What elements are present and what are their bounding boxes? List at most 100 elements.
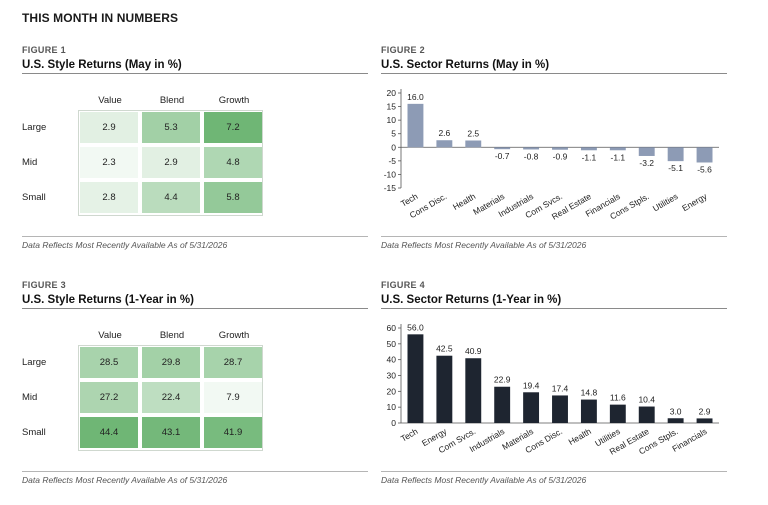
figure-4-panel: FIGURE 4 U.S. Sector Returns (1-Year in … [381, 280, 727, 485]
data-label: 2.5 [467, 129, 479, 139]
data-label: 2.9 [699, 406, 711, 416]
figure-4-label: FIGURE 4 [381, 280, 425, 290]
data-label: 3.0 [670, 406, 682, 416]
bar-cons-stpls [638, 147, 655, 156]
data-label: 10.4 [638, 395, 655, 405]
data-label: -5.6 [697, 164, 712, 174]
column-header-blend: Blend [159, 330, 185, 341]
row-header-mid: Mid [22, 157, 38, 168]
heatmap-cell: 28.5 [79, 346, 139, 379]
y-tick-label: 60 [387, 323, 397, 333]
column-header-value: Value [98, 95, 122, 106]
data-label: 40.9 [465, 346, 482, 356]
bar-real-estate [580, 147, 597, 151]
category-label: Health [567, 426, 594, 447]
heatmap-cell: 27.2 [79, 381, 139, 414]
y-tick-label: 10 [387, 115, 397, 125]
bar-utilities [609, 404, 626, 423]
heatmap-cell: 28.7 [203, 346, 263, 379]
bar-cons-stpls [667, 418, 684, 423]
figure-4-title: U.S. Sector Returns (1-Year in %) [381, 294, 727, 309]
category-label: Utilities [651, 191, 680, 213]
figure-2-title: U.S. Sector Returns (May in %) [381, 59, 727, 74]
data-label: 2.6 [438, 128, 450, 138]
y-tick-label: 30 [387, 371, 397, 381]
row-header-mid: Mid [22, 392, 38, 403]
heatmap-cell: 44.4 [79, 416, 139, 449]
data-label: 19.4 [523, 380, 540, 390]
column-header-value: Value [98, 330, 122, 341]
heatmap-cell: 2.9 [79, 111, 139, 144]
heatmap-cell: 7.9 [203, 381, 263, 414]
bar-cons-disc [436, 140, 453, 148]
data-label: -1.1 [610, 152, 625, 162]
data-label: 22.9 [494, 375, 511, 385]
heatmap-cell: 4.4 [141, 181, 201, 214]
figure-4-footnote: Data Reflects Most Recently Available As… [381, 471, 727, 485]
data-label: 42.5 [436, 344, 453, 354]
data-label: -3.2 [639, 158, 654, 168]
row-header-small: Small [22, 192, 46, 203]
data-label: -5.1 [668, 163, 683, 173]
row-header-large: Large [22, 122, 47, 133]
heatmap-cell: 5.3 [141, 111, 201, 144]
y-tick-label: 0 [391, 418, 396, 428]
y-tick-label: -15 [384, 183, 397, 193]
heatmap-cell: 7.2 [203, 111, 263, 144]
figure-2-label: FIGURE 2 [381, 45, 425, 55]
y-tick-label: 0 [391, 142, 396, 152]
bar-financials [609, 147, 626, 151]
bar-com-svcs [465, 358, 482, 423]
bar-utilities [667, 147, 684, 162]
bar-real-estate [638, 406, 655, 423]
data-label: -0.8 [524, 151, 539, 161]
heatmap-cell: 29.8 [141, 346, 201, 379]
bar-industrials [494, 386, 511, 423]
bar-materials [523, 392, 540, 423]
data-label: 11.6 [610, 393, 626, 403]
data-label: 56.0 [407, 322, 424, 332]
heatmap-cell: 2.3 [79, 146, 139, 179]
figure-3-panel: FIGURE 3 U.S. Style Returns (1-Year in %… [22, 280, 368, 485]
figure-2-panel: FIGURE 2 U.S. Sector Returns (May in %) … [381, 45, 727, 250]
bar-energy [696, 147, 713, 163]
heatmap-frame [78, 110, 263, 216]
bar-cons-disc [552, 395, 568, 423]
figure-1-label: FIGURE 1 [22, 45, 66, 55]
column-header-growth: Growth [218, 330, 250, 341]
bar-industrials [523, 147, 540, 150]
page-title: THIS MONTH IN NUMBERS [22, 11, 179, 25]
y-tick-label: 50 [387, 339, 397, 349]
heatmap-cell: 43.1 [141, 416, 201, 449]
y-tick-label: 40 [387, 355, 397, 365]
bar-health [580, 399, 597, 423]
y-tick-label: -5 [388, 156, 396, 166]
y-tick-label: 10 [387, 402, 397, 412]
data-label: 16.0 [407, 92, 424, 102]
bar-tech [407, 334, 424, 423]
column-header-growth: Growth [218, 95, 250, 106]
bar-financials [696, 418, 713, 423]
y-tick-label: 15 [387, 102, 397, 112]
heatmap-cell: 4.8 [203, 146, 263, 179]
figure-1-panel: FIGURE 1 U.S. Style Returns (May in %) V… [22, 45, 368, 250]
category-label: Tech [399, 426, 420, 444]
data-label: -0.7 [495, 151, 510, 161]
bar-materials [494, 147, 511, 150]
y-tick-label: 20 [387, 88, 397, 98]
figure-3-label: FIGURE 3 [22, 280, 66, 290]
category-label: Energy [680, 191, 709, 214]
bar-energy [436, 355, 453, 423]
y-tick-label: 5 [391, 129, 396, 139]
heatmap-cell: 2.8 [79, 181, 139, 214]
bar-com-svcs [552, 147, 568, 150]
figure-1-footnote: Data Reflects Most Recently Available As… [22, 236, 368, 250]
figure-3-footnote: Data Reflects Most Recently Available As… [22, 471, 368, 485]
column-header-blend: Blend [159, 95, 185, 106]
bar-tech [407, 103, 424, 148]
figure-3-title: U.S. Style Returns (1-Year in %) [22, 294, 368, 309]
data-label: 17.4 [552, 383, 569, 393]
heatmap-cell: 2.9 [141, 146, 201, 179]
data-label: 14.8 [581, 388, 598, 398]
